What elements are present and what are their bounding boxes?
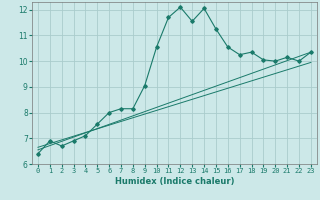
X-axis label: Humidex (Indice chaleur): Humidex (Indice chaleur) — [115, 177, 234, 186]
